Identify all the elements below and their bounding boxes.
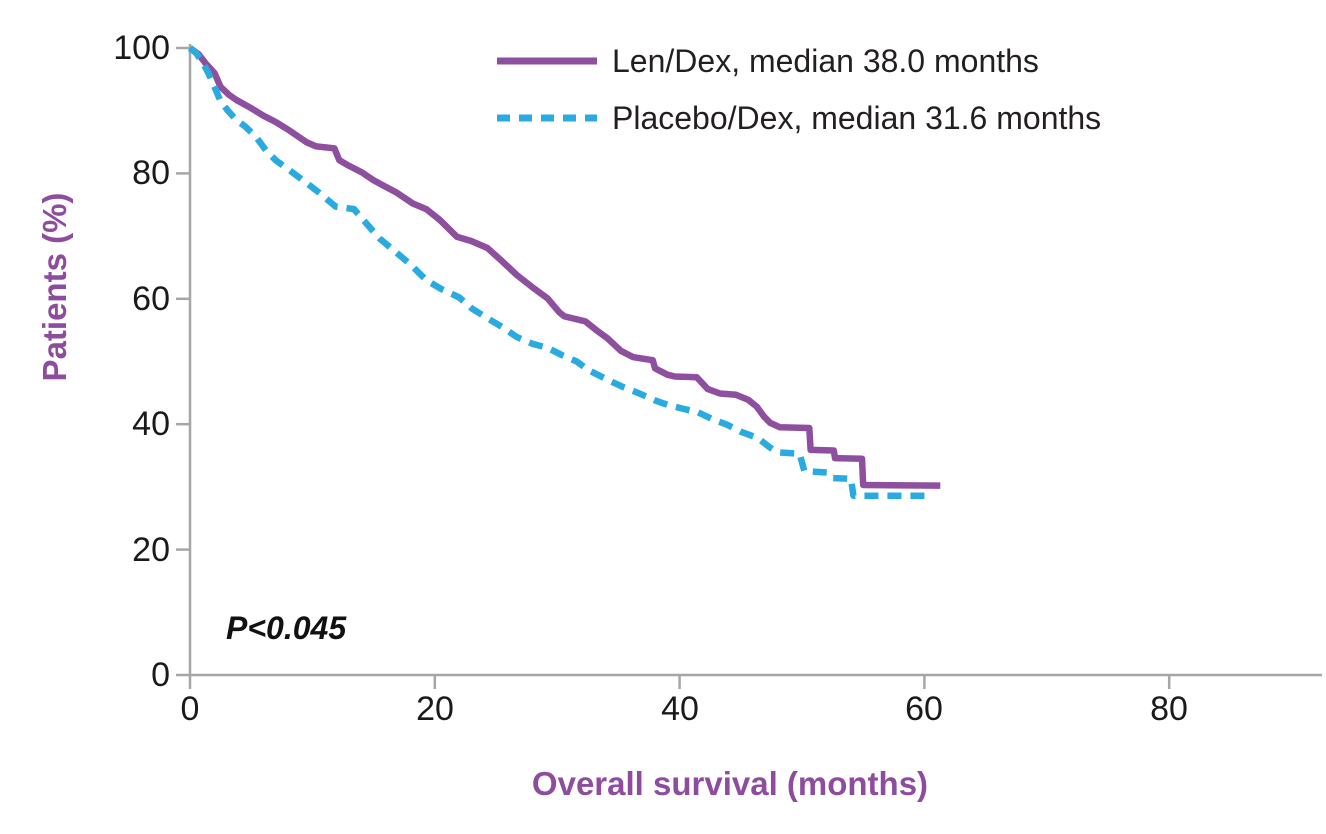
x-tick-label: 0 xyxy=(180,690,200,728)
y-axis-title: Patients (%) xyxy=(36,192,73,382)
x-tick-label: 20 xyxy=(416,690,454,728)
y-tick-label: 20 xyxy=(132,531,170,569)
legend-label-placebo-dex: Placebo/Dex, median 31.6 months xyxy=(612,100,1102,136)
p-value-annotation: P<0.045 xyxy=(226,610,347,646)
y-tick-label: 80 xyxy=(132,154,170,192)
x-tick-label: 80 xyxy=(1150,690,1188,728)
placebo-dex-curve xyxy=(187,45,933,499)
y-tick-label: 100 xyxy=(113,29,170,67)
x-axis-title: Overall survival (months) xyxy=(531,765,929,802)
x-tick-label: 40 xyxy=(661,690,699,728)
y-tick-label: 40 xyxy=(132,405,170,443)
y-tick-label: 60 xyxy=(132,280,170,318)
x-tick-label: 60 xyxy=(905,690,943,728)
y-tick-label: 0 xyxy=(151,656,170,694)
len-dex-curve xyxy=(188,45,941,489)
legend-label-len-dex: Len/Dex, median 38.0 months xyxy=(612,43,1039,79)
